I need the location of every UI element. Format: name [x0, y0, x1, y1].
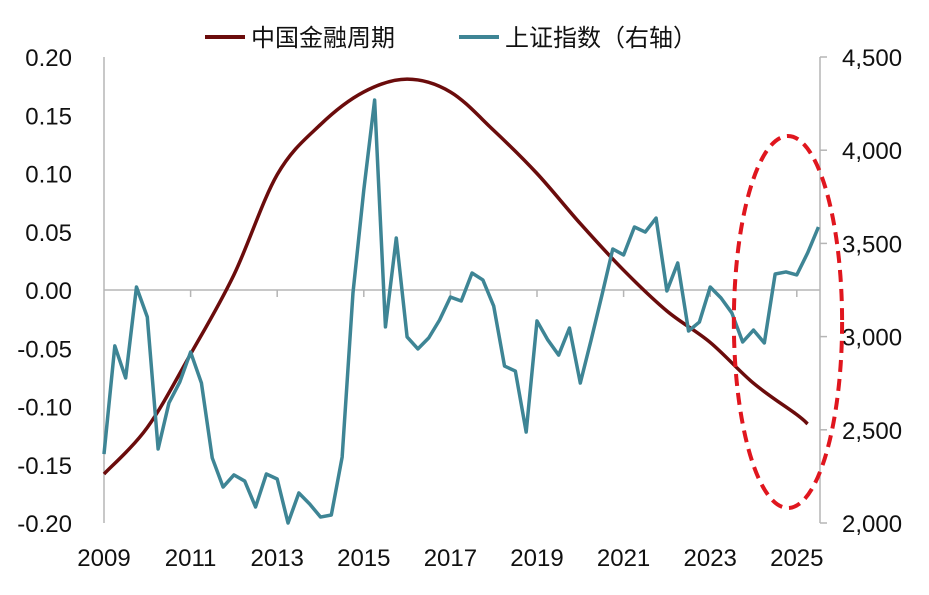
left-axis-tick-label: -0.20	[17, 511, 72, 538]
left-axis-tick-label: 0.00	[25, 278, 72, 305]
x-axis-tick-label: 2017	[424, 545, 477, 572]
right-axis-tick-label: 3,000	[842, 325, 902, 352]
right-axis-tick-label: 4,000	[842, 138, 902, 165]
x-axis-tick-label: 2015	[337, 545, 390, 572]
right-axis-tick-label: 2,000	[842, 511, 902, 538]
highlight-dashed-ellipse	[734, 136, 842, 508]
legend-label-financial-cycle: 中国金融周期	[251, 25, 395, 52]
x-axis-tick-label: 2021	[597, 545, 650, 572]
left-axis-tick-label: -0.15	[17, 453, 72, 480]
x-axis-tick-label: 2025	[770, 545, 823, 572]
legend-label-sse-index: 上证指数（右轴）	[505, 25, 697, 52]
left-axis-tick-label: 0.05	[25, 220, 72, 247]
x-axis-tick-label: 2009	[77, 545, 130, 572]
left-axis-tick-label: 0.15	[25, 103, 72, 130]
right-axis-tick-label: 2,500	[842, 418, 902, 445]
left-axis-tick-label: -0.05	[17, 336, 72, 363]
x-axis-tick-label: 2011	[165, 545, 217, 572]
x-axis-tick-label: 2023	[684, 545, 737, 572]
right-axis-tick-label: 4,500	[842, 45, 902, 72]
x-axis-tick-label: 2013	[251, 545, 304, 572]
legend: 中国金融周期 上证指数（右轴）	[205, 25, 697, 52]
x-axis-tick-label: 2019	[510, 545, 563, 572]
series-line-sse-index	[104, 100, 818, 523]
right-axis-tick-label: 3,500	[842, 231, 902, 258]
left-axis-tick-label: -0.10	[17, 395, 72, 422]
series-line-financial-cycle	[104, 79, 808, 474]
left-axis-tick-label: 0.20	[25, 45, 72, 72]
left-axis-tick-label: 0.10	[25, 162, 72, 189]
